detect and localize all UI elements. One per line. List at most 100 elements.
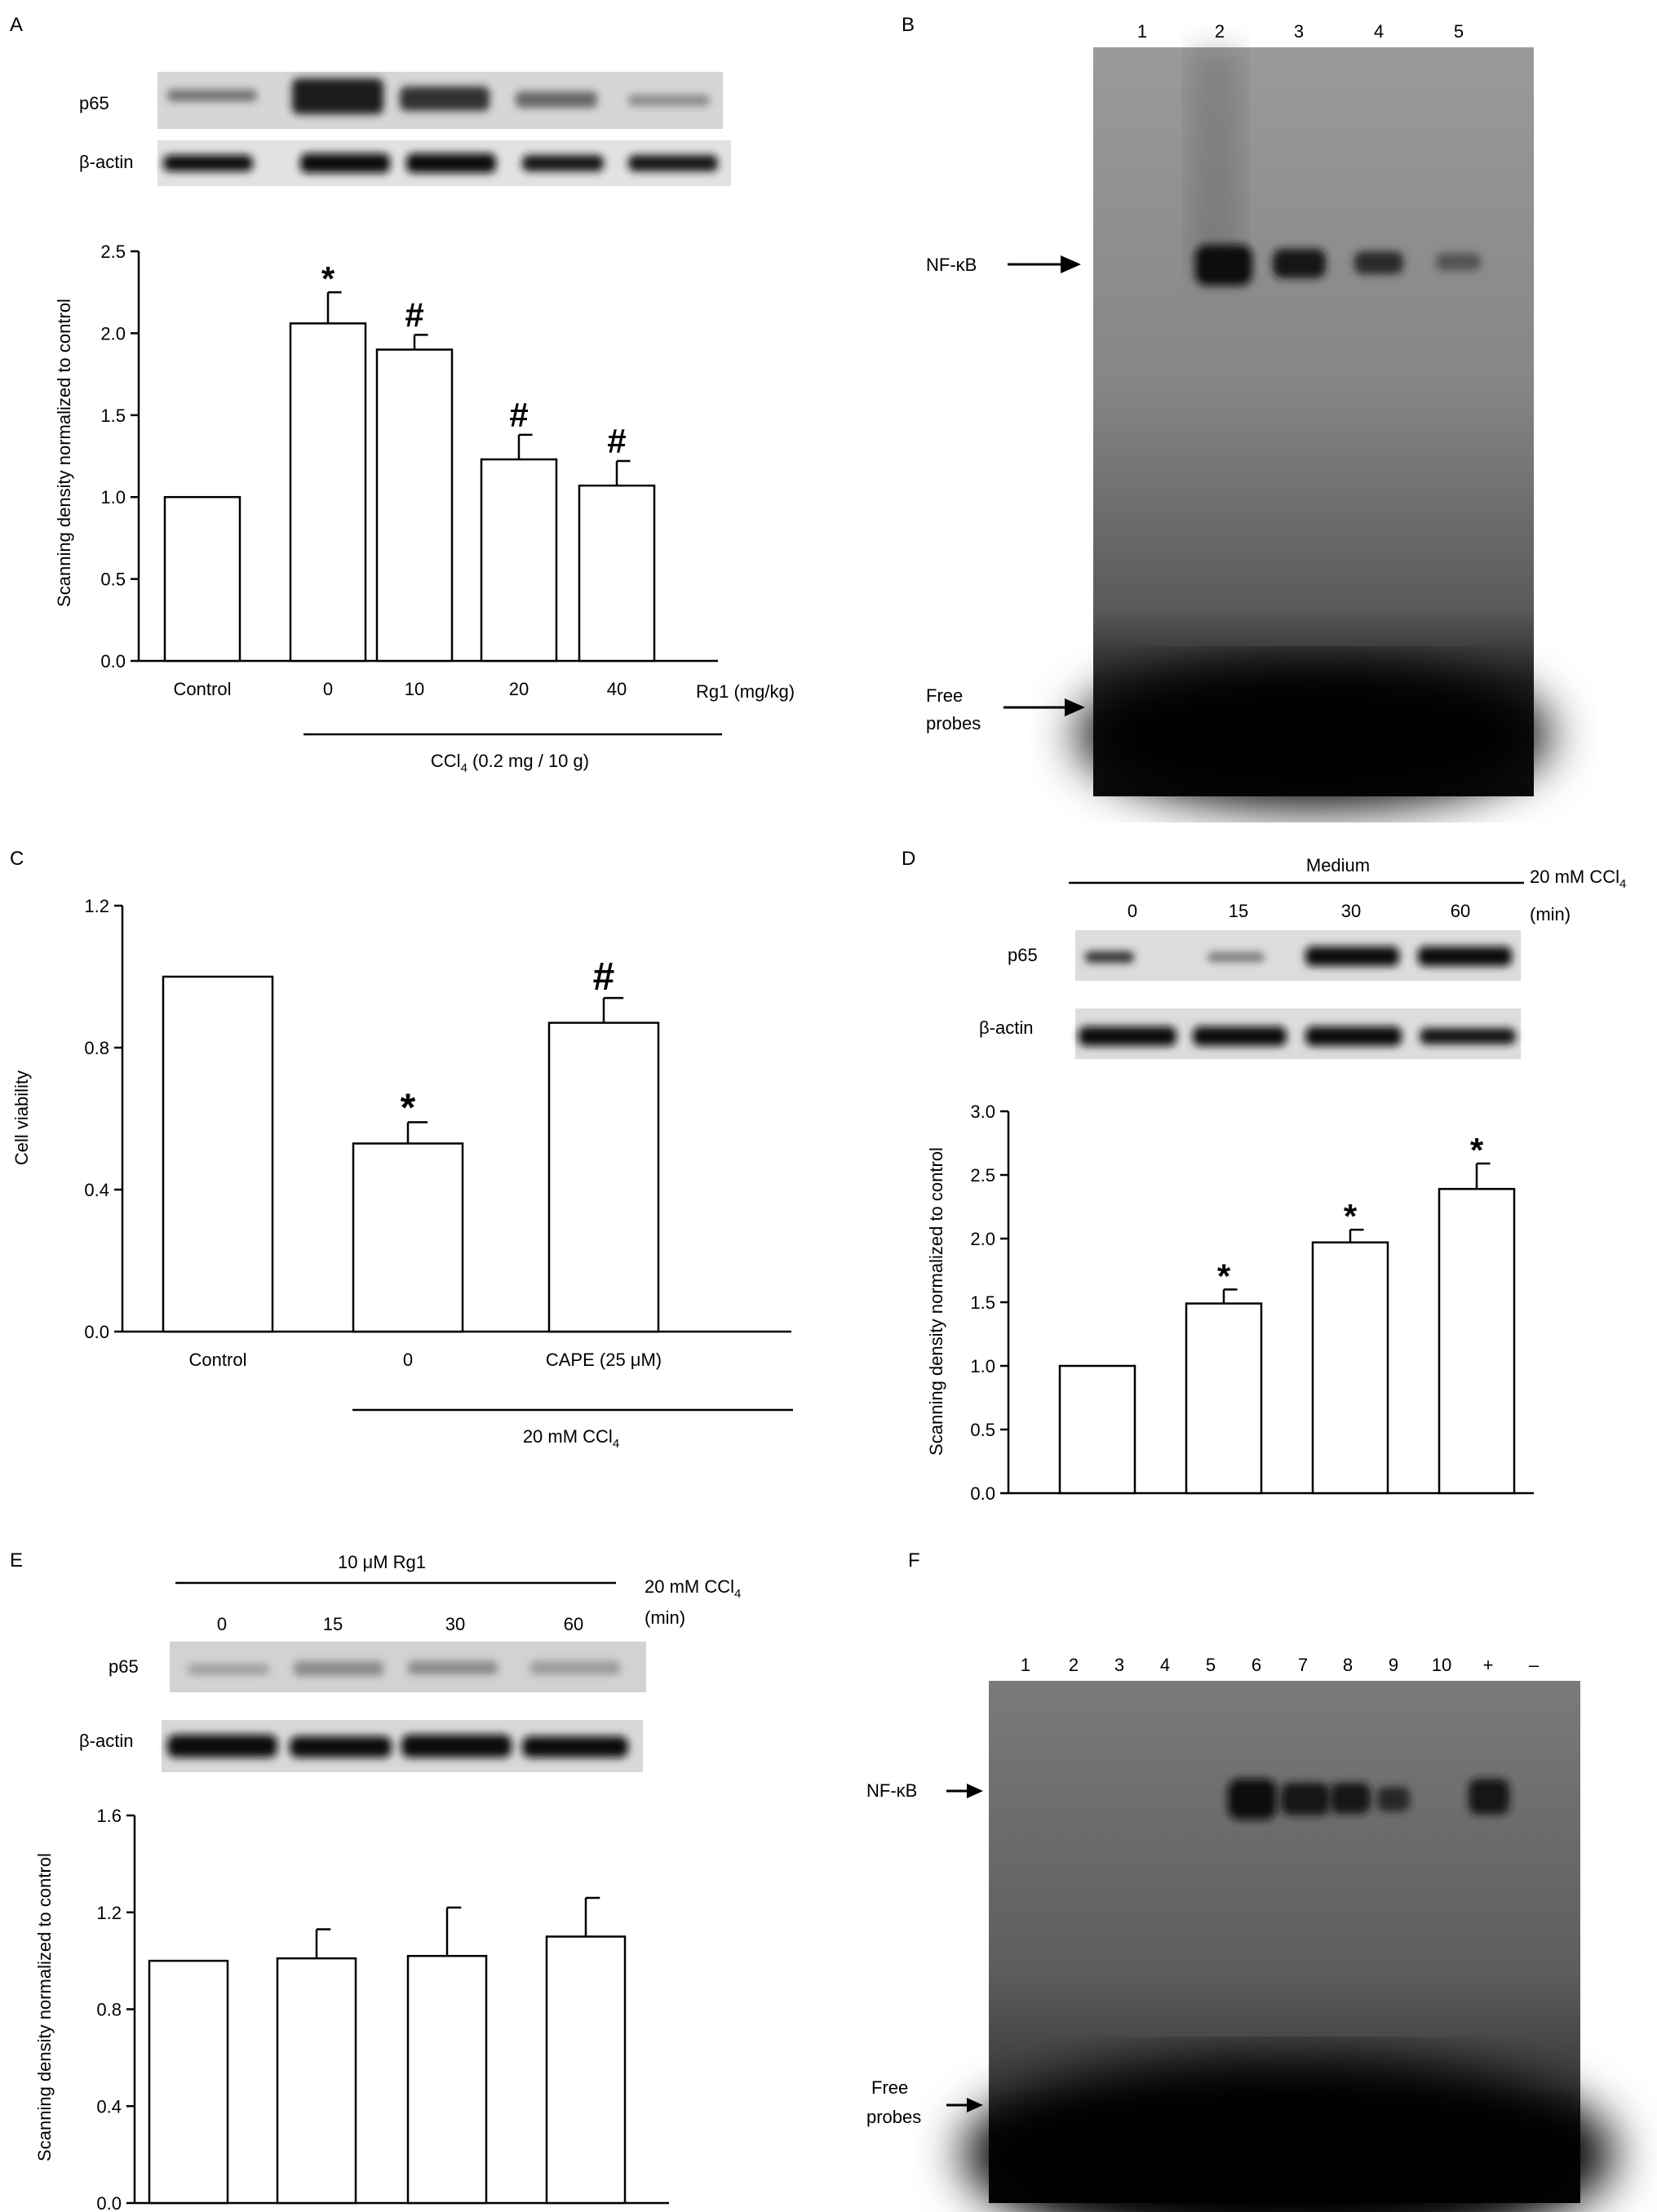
panel-a-x-trailing-label: Rg1 (mg/kg) bbox=[696, 681, 795, 702]
panel-e-chart: 0.0 0.4 0.8 1.2 1.6 bbox=[96, 1806, 669, 2212]
panel-a-significance-mark: # bbox=[607, 422, 626, 460]
panel-c-significance-mark: # bbox=[593, 955, 615, 999]
panel-c-y-tick-label: 0.4 bbox=[84, 1180, 109, 1200]
panel-c-letter: C bbox=[10, 848, 24, 870]
panel-c-y-tick-label: 1.2 bbox=[84, 896, 109, 916]
panel-e-cond-label: 20 mM CCl4 bbox=[645, 1576, 741, 1601]
panel-f-nfkb-arrow bbox=[946, 1784, 983, 1798]
panel-a-y-tick-label: 2.5 bbox=[100, 242, 126, 262]
panel-c-y-tick-label: 0.8 bbox=[84, 1038, 109, 1058]
panel-e-p65-label: p65 bbox=[109, 1656, 139, 1677]
panel-c-significance-mark: * bbox=[401, 1086, 416, 1129]
panel-c-category-label: CAPE (25 μM) bbox=[546, 1350, 662, 1370]
panel-d-bar bbox=[1058, 1364, 1136, 1495]
panel-b-lane-5: 5 bbox=[1454, 21, 1464, 42]
panel-e: E 10 μM Rg1 20 mM CCl4 (min) 0 15 30 60 … bbox=[10, 1549, 741, 2212]
panel-a-y-tick-label: 0.5 bbox=[100, 570, 126, 590]
panel-e-top-label: 10 μM Rg1 bbox=[338, 1552, 426, 1572]
panel-c-group-label: 20 mM CCl4 bbox=[523, 1426, 619, 1451]
panel-c-ylabel: Cell viability bbox=[11, 1071, 32, 1165]
panel-f-lane-6: 6 bbox=[1252, 1655, 1261, 1675]
panel-f-letter: F bbox=[908, 1549, 920, 1571]
panel-e-actin-blot bbox=[162, 1720, 643, 1772]
panel-c-bar bbox=[547, 1022, 660, 1333]
panel-e-letter: E bbox=[10, 1549, 23, 1571]
panel-f-lane-5: 5 bbox=[1206, 1655, 1216, 1675]
panel-e-time-15: 15 bbox=[323, 1614, 343, 1634]
panel-a: A p65 β-actin 0.0 0.5 1.0 1.5 2.0 2.5 Control *… bbox=[10, 14, 795, 775]
panel-e-y-tick-label: 0.4 bbox=[96, 2096, 122, 2117]
panel-a-significance-mark: # bbox=[405, 295, 423, 334]
panel-f-lane-1: 1 bbox=[1021, 1655, 1030, 1675]
panel-c-y-tick-label: 0.0 bbox=[84, 1322, 109, 1342]
panel-d-y-tick-label: 2.0 bbox=[970, 1229, 995, 1249]
panel-a-ylabel: Scanning density normalized to control bbox=[54, 299, 74, 607]
panel-a-category-label: 0 bbox=[323, 679, 333, 699]
panel-d-ylabel: Scanning density normalized to control bbox=[926, 1147, 946, 1456]
panel-a-p65-blot bbox=[157, 72, 723, 129]
panel-d-top-label: Medium bbox=[1306, 855, 1370, 875]
panel-d-y-tick-label: 1.5 bbox=[970, 1292, 995, 1313]
panel-d-y-tick-label: 0.0 bbox=[970, 1483, 995, 1504]
panel-e-p65-blot bbox=[170, 1642, 646, 1692]
panel-d-chart: 0.0 0.5 1.0 1.5 2.0 2.5 3.0 * * * bbox=[970, 1102, 1534, 1504]
panel-b: B 1 2 3 4 5 NF-κB Free probes bbox=[902, 14, 1550, 808]
panel-a-bar bbox=[578, 484, 656, 663]
panel-f-free-arrow bbox=[946, 2098, 983, 2112]
panel-e-time-0: 0 bbox=[217, 1614, 227, 1634]
panel-e-y-tick-label: 1.2 bbox=[96, 1903, 122, 1923]
panel-d-y-tick-label: 0.5 bbox=[970, 1420, 995, 1440]
panel-b-gel bbox=[1077, 47, 1550, 808]
panel-a-actin-label: β-actin bbox=[79, 152, 133, 172]
panel-e-y-tick-label: 0.8 bbox=[96, 2000, 122, 2020]
panel-b-lane-4: 4 bbox=[1374, 21, 1384, 42]
panel-b-lane-1: 1 bbox=[1137, 21, 1147, 42]
panel-a-category-label: 40 bbox=[607, 679, 627, 699]
panel-e-actin-label: β-actin bbox=[79, 1731, 133, 1751]
panel-f-nfkb-label: NF-κB bbox=[866, 1780, 917, 1801]
panel-f: F 1 2 3 4 5 6 7 8 9 10 + – NF-κB Free pr… bbox=[866, 1549, 1615, 2212]
panel-a-category-label: 20 bbox=[509, 679, 529, 699]
panel-d: D Medium 20 mM CCl4 (min) 0 15 30 60 p65… bbox=[902, 848, 1626, 1504]
panel-b-free-label-2: probes bbox=[926, 713, 981, 734]
panel-d-actin-label: β-actin bbox=[979, 1017, 1033, 1038]
panel-f-lane-9: 9 bbox=[1389, 1655, 1398, 1675]
panel-f-lane-2: 2 bbox=[1069, 1655, 1079, 1675]
panel-f-gel bbox=[963, 1681, 1615, 2212]
panel-a-y-tick-label: 0.0 bbox=[100, 651, 126, 672]
panel-e-y-tick-label: 0.0 bbox=[96, 2193, 122, 2212]
panel-a-p65-label: p65 bbox=[79, 93, 109, 113]
panel-f-lane-10: 10 bbox=[1432, 1655, 1451, 1675]
panel-d-time-60: 60 bbox=[1451, 901, 1470, 921]
panel-b-free-label-1: Free bbox=[926, 685, 963, 706]
panel-a-bar bbox=[163, 495, 241, 663]
panel-b-nfkb-arrow bbox=[1008, 255, 1081, 273]
panel-d-significance-mark: * bbox=[1217, 1257, 1231, 1295]
panel-e-y-tick-label: 1.6 bbox=[96, 1806, 122, 1826]
panel-b-free-arrow bbox=[1004, 698, 1085, 716]
panel-a-category-label: Control bbox=[174, 679, 232, 699]
panel-d-significance-mark: * bbox=[1470, 1131, 1484, 1169]
panel-c-category-label: 0 bbox=[403, 1350, 413, 1370]
panel-f-lane-7: 7 bbox=[1298, 1655, 1308, 1675]
panel-e-bar bbox=[545, 1935, 627, 2205]
panel-a-y-tick-label: 2.0 bbox=[100, 323, 126, 344]
panel-d-p65-blot bbox=[1075, 930, 1521, 981]
panel-a-chart: 0.0 0.5 1.0 1.5 2.0 2.5 Control * 0 #10 #20 #40 bbox=[100, 242, 718, 699]
panel-a-bar bbox=[375, 348, 454, 663]
panel-e-ylabel: Scanning density normalized to control bbox=[34, 1853, 55, 2161]
panel-a-group-label: CCl4 (0.2 mg / 10 g) bbox=[431, 751, 589, 775]
panel-a-y-tick-label: 1.5 bbox=[100, 406, 126, 426]
panel-f-free-label-1: Free bbox=[871, 2077, 908, 2098]
panel-f-lane-minus: – bbox=[1529, 1655, 1540, 1675]
panel-b-letter: B bbox=[902, 14, 915, 36]
panel-d-bar bbox=[1311, 1241, 1389, 1495]
panel-e-time-60: 60 bbox=[564, 1614, 583, 1634]
panel-e-unit-label: (min) bbox=[645, 1607, 685, 1628]
panel-d-time-30: 30 bbox=[1341, 901, 1361, 921]
panel-b-lane-3: 3 bbox=[1294, 21, 1304, 42]
panel-a-category-label: 10 bbox=[405, 679, 424, 699]
panel-e-time-30: 30 bbox=[445, 1614, 465, 1634]
panel-d-time-0: 0 bbox=[1128, 901, 1137, 921]
